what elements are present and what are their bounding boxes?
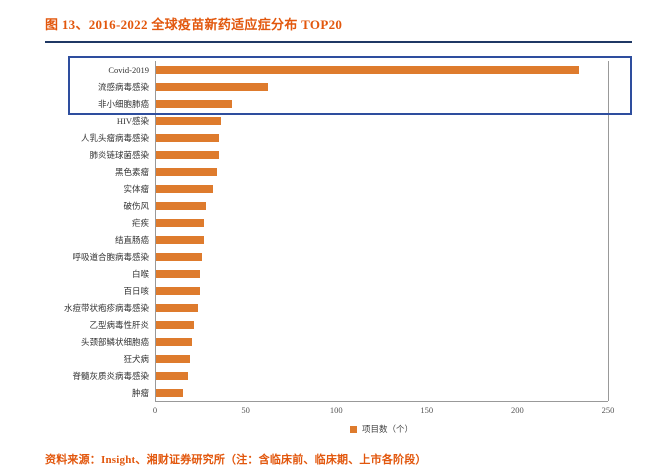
plot-right-border [608,61,609,401]
bar-row: 脊髓灰质炎病毒感染 [45,367,632,384]
bar [156,303,198,312]
bar-track [155,129,632,146]
category-label: 头颈部鳞状细胞癌 [80,336,149,347]
bar [156,150,219,159]
bar-row: 黑色素瘤 [45,163,632,180]
category-label: Covid-2019 [108,64,149,75]
bar [156,252,202,261]
bar-track [155,367,632,384]
category-label: 白喉 [131,268,149,279]
bar-row: HIV感染 [45,112,632,129]
category-label: 疟疾 [131,217,149,228]
category-label: 破伤风 [123,200,149,211]
bar-row: 头颈部鳞状细胞癌 [45,333,632,350]
bar-row: 狂犬病 [45,350,632,367]
bar-track [155,197,632,214]
bar [156,167,217,176]
figure-title: 图 13、2016-2022 全球疫苗新药适应症分布 TOP20 [45,17,343,32]
x-tick-label: 50 [241,405,250,415]
bar-track [155,214,632,231]
category-label: 肺炎链球菌感染 [89,149,149,160]
bar-row: 流感病毒感染 [45,78,632,95]
bar [156,337,193,346]
category-label: 脊髓灰质炎病毒感染 [72,370,149,381]
bar [156,133,219,142]
bar-chart: Covid-2019 流感病毒感染 非小细胞肺癌 HIV感染人乳头瘤病毒感染肺炎链球菌… [45,56,632,401]
source-note: 资料来源：Insight、湘财证券研究所（注：含临床前、临床期、上市各阶段） [45,454,427,466]
bar-row: 百日咳 [45,282,632,299]
category-label: HIV感染 [116,115,149,126]
bar-track [155,282,632,299]
bar-track [155,384,632,401]
category-label: 肿瘤 [131,387,149,398]
bar-row: 结直肠癌 [45,231,632,248]
bar [156,99,233,108]
bar-rows: Covid-2019 流感病毒感染 非小细胞肺癌 HIV感染人乳头瘤病毒感染肺炎链球菌… [45,61,632,401]
bar [156,184,214,193]
category-label: 流感病毒感染 [97,81,149,92]
bar-track [155,316,632,333]
legend-label: 项目数（个） [361,424,413,434]
bar-row: 呼吸道合胞病毒感染 [45,248,632,265]
x-axis: 0 50 100 150 200 250 [152,401,614,417]
category-label: 呼吸道合胞病毒感染 [72,251,149,262]
bar-track [155,78,632,95]
category-label: 黑色素瘤 [114,166,149,177]
bar-track [155,163,632,180]
bar-row: Covid-2019 [45,61,632,78]
bar-row: 肿瘤 [45,384,632,401]
bar [156,116,221,125]
bar-row: 疟疾 [45,214,632,231]
bar-row: 人乳头瘤病毒感染 [45,129,632,146]
category-label: 乙型病毒性肝炎 [89,319,149,330]
x-tick-label: 100 [329,405,343,415]
x-tick-label: 150 [420,405,434,415]
x-tick-label: 250 [601,405,615,415]
category-label: 实体瘤 [123,183,149,194]
bar-track [155,265,632,282]
bar-row: 非小细胞肺癌 [45,95,632,112]
bar-track [155,146,632,163]
bar [156,388,183,397]
category-label: 狂犬病 [123,353,149,364]
bar [156,201,206,210]
bar [156,82,269,91]
category-label: 人乳头瘤病毒感染 [80,132,149,143]
category-label: 非小细胞肺癌 [97,98,149,109]
bar-track [155,248,632,265]
bar-track [155,299,632,316]
bar-row: 白喉 [45,265,632,282]
x-tick-label: 200 [511,405,524,415]
bar-track [155,180,632,197]
bar-track [155,112,632,129]
bar [156,269,200,278]
bar [156,235,204,244]
bar-row: 乙型病毒性肝炎 [45,316,632,333]
title-underline [45,41,632,43]
bar-track [155,350,632,367]
bar-row: 肺炎链球菌感染 [45,146,632,163]
bar [156,354,191,363]
bar-track [155,61,632,78]
legend-swatch-icon [349,425,357,433]
bar [156,65,579,74]
bar [156,371,189,380]
category-label: 结直肠癌 [114,234,149,245]
bar [156,286,200,295]
chart-legend: 项目数（个） [155,423,608,435]
bar [156,320,195,329]
bar [156,218,204,227]
bar-row: 破伤风 [45,197,632,214]
x-tick-label: 0 [152,405,158,415]
category-label: 百日咳 [123,285,149,296]
bar-track [155,231,632,248]
bar-row: 水痘带状疱疹病毒感染 [45,299,632,316]
category-label: 水痘带状疱疹病毒感染 [63,302,149,313]
bar-row: 实体瘤 [45,180,632,197]
bar-track [155,95,632,112]
bar-track [155,333,632,350]
